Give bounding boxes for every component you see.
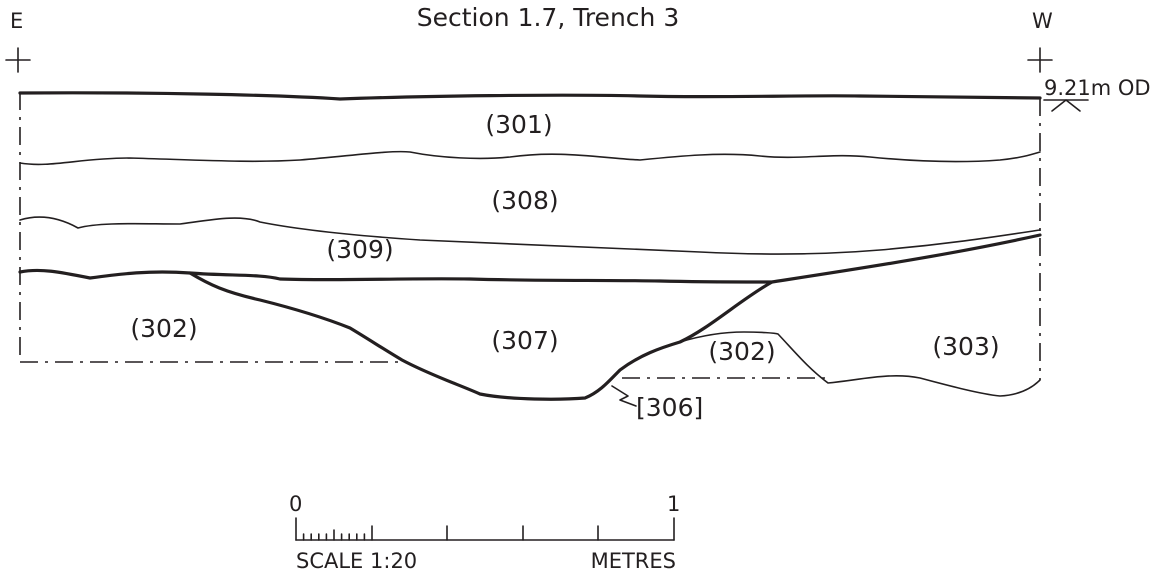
scale-bar-start: 0	[289, 492, 302, 516]
context-302-right-label: (302)	[708, 337, 775, 366]
layer-boundary-308-309	[19, 216, 1041, 255]
cut-306-edge	[188, 271, 774, 401]
layer-boundary-309-302	[18, 233, 1042, 284]
context-301-label: (301)	[485, 110, 552, 139]
ground-surface-line	[18, 91, 1042, 101]
orientation-east: E	[10, 9, 23, 33]
scale-bar-end: 1	[667, 492, 680, 516]
crosshair-east-icon	[5, 47, 31, 73]
orientation-west: W	[1032, 9, 1053, 33]
section-title: Section 1.7, Trench 3	[417, 3, 679, 32]
datum-marker-icon	[1043, 99, 1089, 112]
cut-306-label: [306]	[636, 393, 703, 422]
datum-level: 9.21m OD	[1044, 76, 1151, 100]
scale-bar	[295, 517, 675, 541]
scale-bar-ratio: SCALE 1:20	[296, 549, 417, 573]
layer-boundary-302-303	[679, 331, 1041, 397]
context-309-label: (309)	[326, 235, 393, 264]
crosshair-west-icon	[1027, 47, 1053, 73]
layer-boundary-301-308	[19, 150, 1041, 166]
scale-bar-units: METRES	[591, 549, 676, 573]
cut-306-leader	[611, 385, 637, 407]
context-302-left-label: (302)	[130, 314, 197, 343]
context-308-label: (308)	[491, 186, 558, 215]
context-303-label: (303)	[932, 332, 999, 361]
context-307-label: (307)	[491, 326, 558, 355]
